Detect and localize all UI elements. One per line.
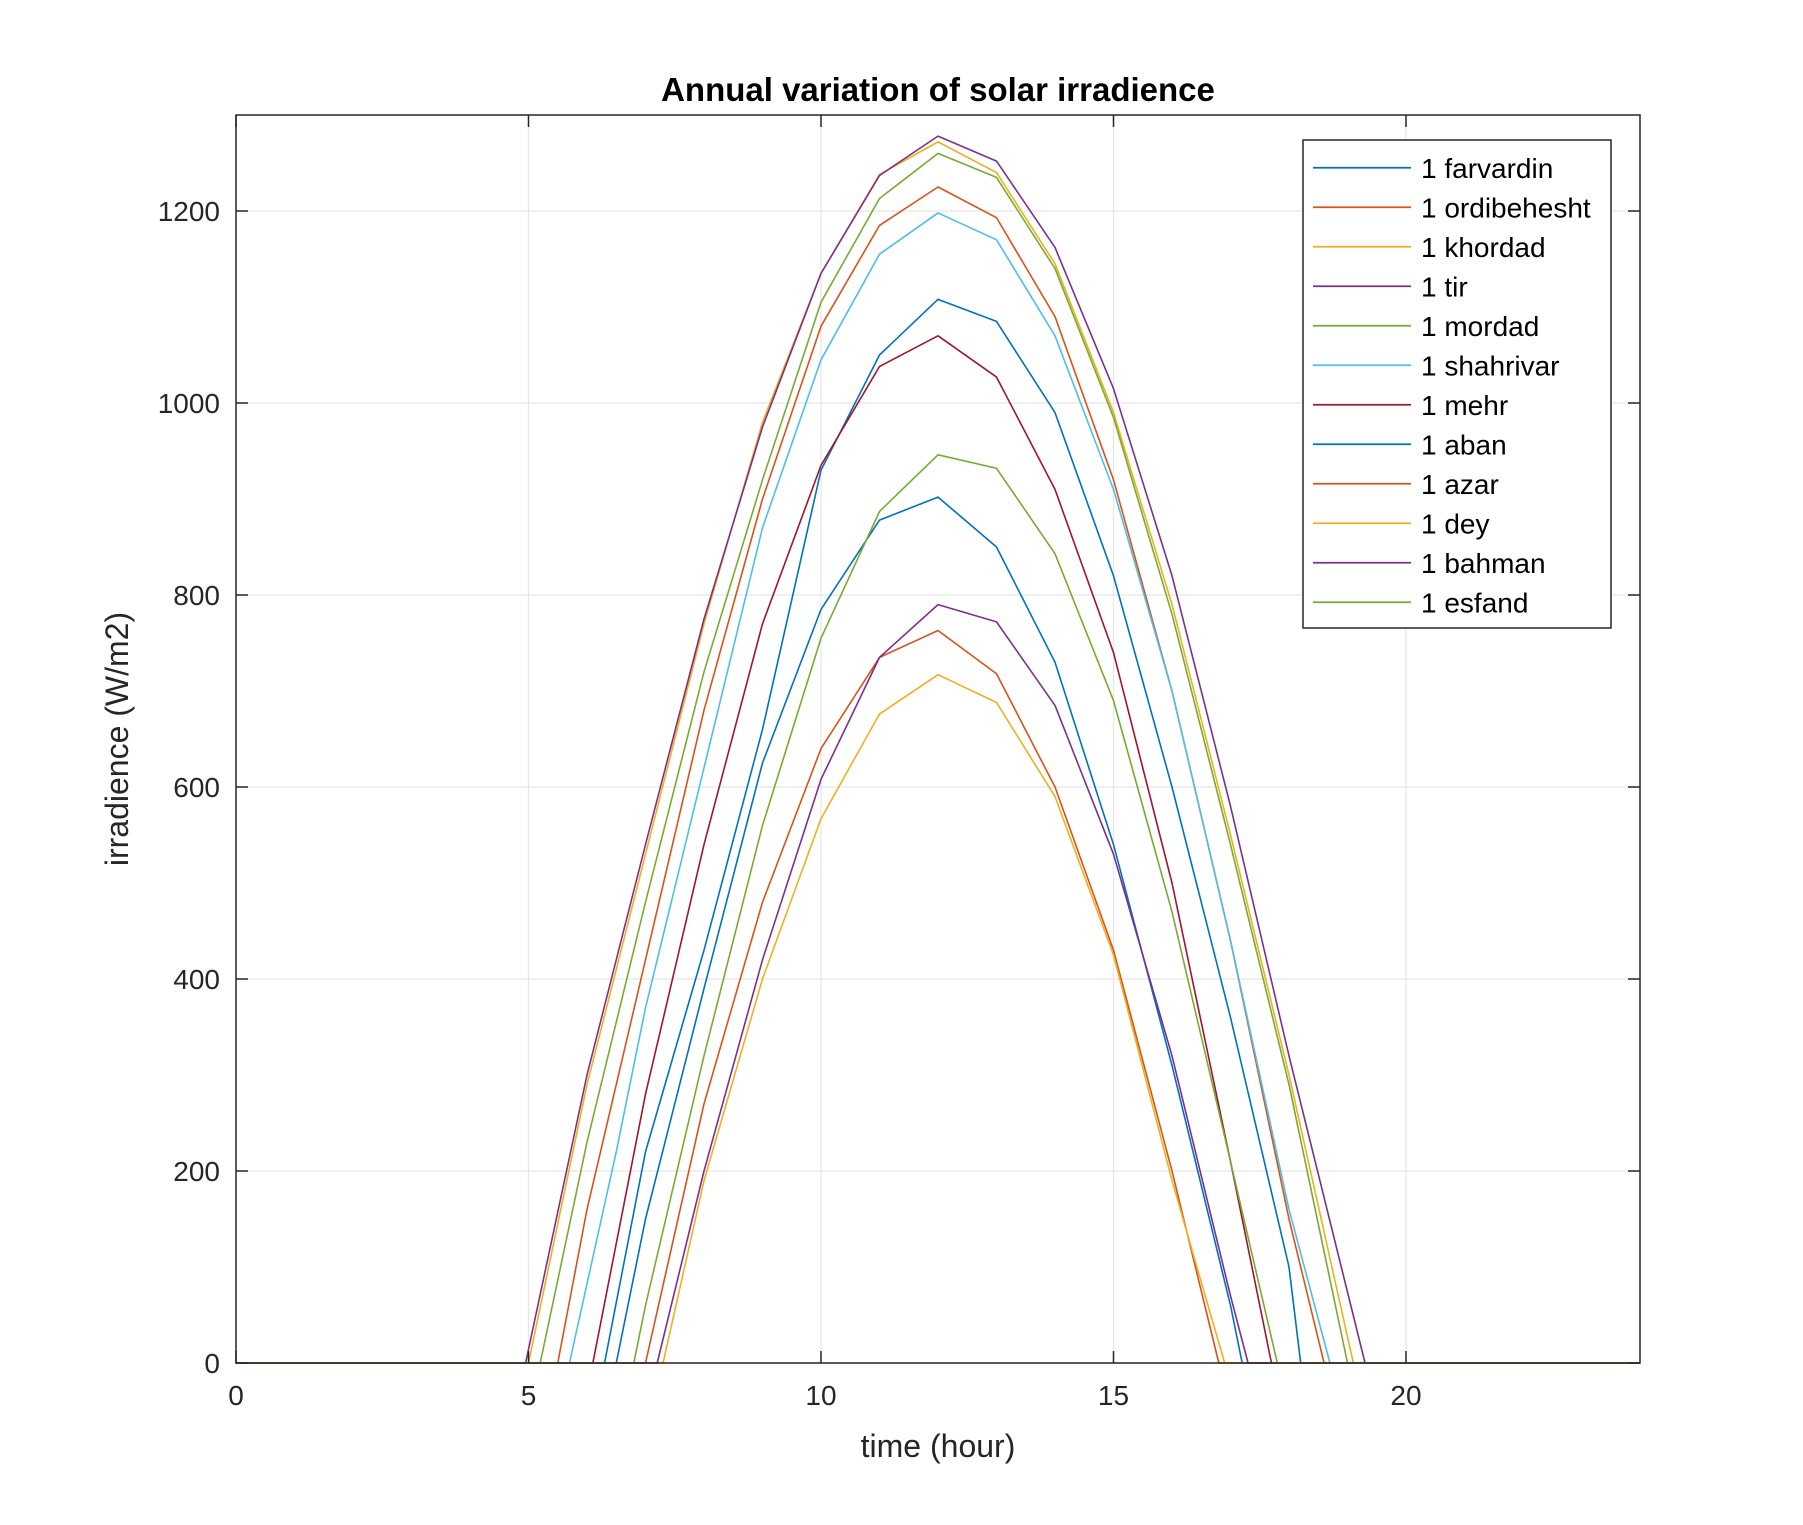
series-line-10 bbox=[236, 673, 1640, 1364]
legend-box bbox=[1302, 139, 1612, 629]
legend-label: 1 mehr bbox=[1421, 390, 1508, 421]
legend-label: 1 ordibehesht bbox=[1421, 192, 1591, 223]
x-tick-label: 10 bbox=[805, 1380, 836, 1411]
legend-label: 1 tir bbox=[1421, 271, 1468, 302]
x-tick-label: 20 bbox=[1390, 1380, 1421, 1411]
series-line-6 bbox=[236, 212, 1640, 1364]
axis-ticks bbox=[235, 115, 1640, 1364]
series-line-3 bbox=[236, 141, 1640, 1364]
legend-label: 1 farvardin bbox=[1421, 153, 1553, 184]
legend-label: 1 azar bbox=[1421, 469, 1499, 500]
y-tick-label: 600 bbox=[173, 772, 220, 803]
y-axis-label: irradience (W/m2) bbox=[99, 612, 135, 866]
legend-label: 1 shahrivar bbox=[1421, 350, 1560, 381]
series-line-4 bbox=[236, 135, 1640, 1364]
y-tick-label: 200 bbox=[173, 1156, 220, 1187]
series-line-9 bbox=[236, 629, 1640, 1364]
axes-box bbox=[235, 114, 1641, 1364]
series-line-1 bbox=[236, 298, 1640, 1364]
y-tick-label: 1200 bbox=[158, 196, 220, 227]
legend-label: 1 aban bbox=[1421, 429, 1507, 460]
legend-label: 1 khordad bbox=[1421, 232, 1546, 263]
series-line-5 bbox=[236, 152, 1640, 1364]
x-tick-label: 5 bbox=[521, 1380, 537, 1411]
series-line-12 bbox=[236, 454, 1640, 1364]
legend-label: 1 mordad bbox=[1421, 311, 1539, 342]
y-tick-label: 0 bbox=[204, 1348, 220, 1379]
chart-title: Annual variation of solar irradience bbox=[661, 71, 1215, 108]
x-tick-label: 15 bbox=[1098, 1380, 1129, 1411]
y-tick-label: 400 bbox=[173, 964, 220, 995]
series-line-7 bbox=[236, 335, 1640, 1364]
legend-label: 1 esfand bbox=[1421, 587, 1528, 618]
legend: 1 farvardin 1 ordibehesht 1 khordad 1 tir 1 … bbox=[1302, 139, 1612, 629]
legend-label: 1 bahman bbox=[1421, 548, 1546, 579]
series-lines bbox=[236, 135, 1640, 1364]
series-line-8 bbox=[236, 496, 1640, 1364]
x-tick-label: 0 bbox=[228, 1380, 244, 1411]
legend-label: 1 dey bbox=[1421, 508, 1490, 539]
x-axis-label: time (hour) bbox=[861, 1428, 1016, 1464]
y-tick-label: 1000 bbox=[158, 388, 220, 419]
y-tick-label: 800 bbox=[173, 580, 220, 611]
series-line-11 bbox=[236, 603, 1640, 1364]
